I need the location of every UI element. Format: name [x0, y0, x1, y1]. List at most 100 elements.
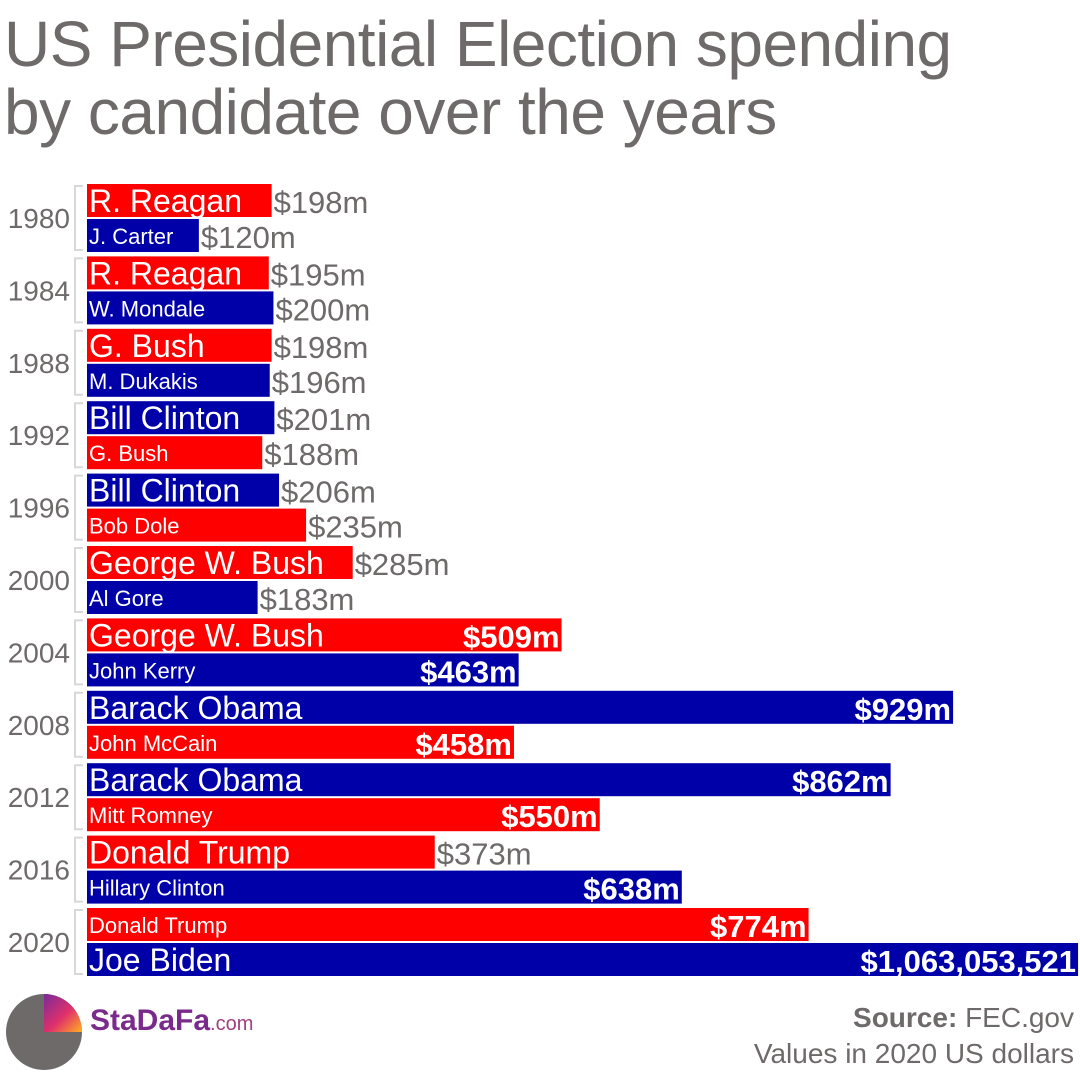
brand-name: StaDaFa	[90, 1004, 211, 1037]
candidate-name: W. Mondale	[89, 296, 205, 321]
title-line-1: US Presidential Election spending	[4, 8, 952, 80]
candidate-name: Donald Trump	[89, 835, 290, 871]
year-bracket	[74, 619, 83, 686]
candidate-name: Hillary Clinton	[89, 876, 225, 901]
candidate-name: John McCain	[89, 731, 217, 756]
bar	[87, 618, 562, 652]
candidate-name: John Kerry	[89, 658, 195, 683]
bar	[87, 835, 435, 869]
year-label: 1988	[8, 348, 70, 379]
value-label: $638m	[583, 872, 680, 907]
year-label: 2012	[8, 782, 70, 813]
bar	[87, 690, 954, 724]
candidate-name: G. Bush	[89, 441, 168, 466]
candidate-name: Al Gore	[89, 586, 164, 611]
stadafa-logo-icon	[6, 994, 82, 1070]
year-label: 2008	[8, 710, 70, 741]
brand-wordmark: StaDaFa.com	[90, 1004, 253, 1038]
candidate-name: R. Reagan	[89, 183, 242, 219]
values-note: Values in 2020 US dollars	[753, 1038, 1074, 1069]
source-label: Source:	[853, 1002, 958, 1033]
year-bracket	[74, 909, 83, 975]
year-bracket	[74, 691, 83, 758]
title-line-2: by candidate over the years	[4, 76, 777, 148]
bar	[87, 363, 270, 397]
bar	[87, 291, 274, 325]
candidate-name: Bill Clinton	[89, 400, 240, 436]
bar	[87, 943, 1079, 976]
year-label: 2000	[8, 565, 70, 596]
source-block: Source: FEC.gov Values in 2020 US dollar…	[754, 1000, 1074, 1072]
brand-tld: .com	[210, 1013, 254, 1035]
candidate-name: G. Bush	[89, 328, 205, 364]
candidate-name: Bill Clinton	[89, 473, 240, 509]
value-label: $929m	[855, 692, 952, 727]
bar	[87, 473, 280, 507]
candidate-name: Bob Dole	[89, 514, 180, 539]
year-bracket	[74, 402, 83, 469]
bar	[87, 798, 600, 832]
value-label: $862m	[792, 764, 889, 799]
value-label: $200m	[275, 292, 370, 327]
candidate-name: Barack Obama	[89, 690, 303, 726]
year-bracket	[74, 764, 83, 831]
candidate-name: R. Reagan	[89, 255, 242, 291]
bar	[87, 256, 269, 290]
candidate-name: Joe Biden	[89, 942, 231, 978]
year-bracket	[74, 257, 83, 324]
value-label: $509m	[463, 619, 560, 654]
value-label: $120m	[201, 220, 296, 255]
value-label: $373m	[437, 837, 532, 872]
value-label: $206m	[281, 475, 376, 510]
bar	[87, 725, 514, 759]
year-bracket	[74, 836, 83, 903]
candidate-name: Barack Obama	[89, 762, 303, 798]
candidate-name: J. Carter	[89, 224, 173, 249]
bar	[87, 546, 353, 579]
source-value: FEC.gov	[965, 1002, 1074, 1033]
value-label: $183m	[260, 582, 355, 617]
year-label: 1980	[8, 203, 70, 234]
bar	[87, 763, 891, 797]
year-label: 1992	[8, 420, 70, 451]
year-bracket	[74, 329, 83, 396]
value-label: $463m	[420, 654, 517, 689]
bar-chart: 1980 R. Reagan $198m J. Carter $120m 1984 R. R…	[7, 183, 1079, 979]
value-label: $285m	[355, 547, 450, 582]
bar	[87, 508, 307, 542]
bar	[87, 908, 809, 941]
value-label: $196m	[272, 365, 367, 400]
value-label: $195m	[271, 257, 366, 292]
bar	[87, 219, 199, 252]
year-label: 1996	[8, 493, 70, 524]
candidate-name: M. Dukakis	[89, 369, 198, 394]
year-label: 2020	[8, 927, 70, 958]
value-label: $774m	[710, 909, 807, 944]
candidate-name: Mitt Romney	[89, 803, 212, 828]
bar	[87, 436, 263, 470]
year-label: 2016	[8, 855, 70, 886]
bar	[87, 328, 272, 362]
candidate-name: George W. Bush	[89, 545, 324, 581]
year-bracket	[74, 474, 83, 541]
value-label: $235m	[308, 510, 403, 545]
year-label: 2004	[8, 637, 70, 668]
bar	[87, 653, 519, 687]
year-bracket	[74, 185, 83, 251]
value-label: $1,063,053,521	[861, 944, 1077, 979]
value-label: $198m	[274, 330, 369, 365]
bar	[87, 401, 275, 435]
bar	[87, 184, 272, 217]
bar	[87, 870, 682, 904]
value-label: $198m	[274, 185, 369, 220]
value-label: $550m	[501, 799, 598, 834]
year-label: 1984	[8, 275, 70, 306]
value-label: $201m	[276, 402, 371, 437]
value-label: $188m	[264, 437, 359, 472]
candidate-name: Donald Trump	[89, 913, 227, 938]
bar	[87, 581, 258, 614]
year-bracket	[74, 547, 83, 613]
chart-title: US Presidential Election spending by can…	[4, 10, 1080, 146]
value-label: $458m	[415, 727, 512, 762]
candidate-name: George W. Bush	[89, 617, 324, 653]
